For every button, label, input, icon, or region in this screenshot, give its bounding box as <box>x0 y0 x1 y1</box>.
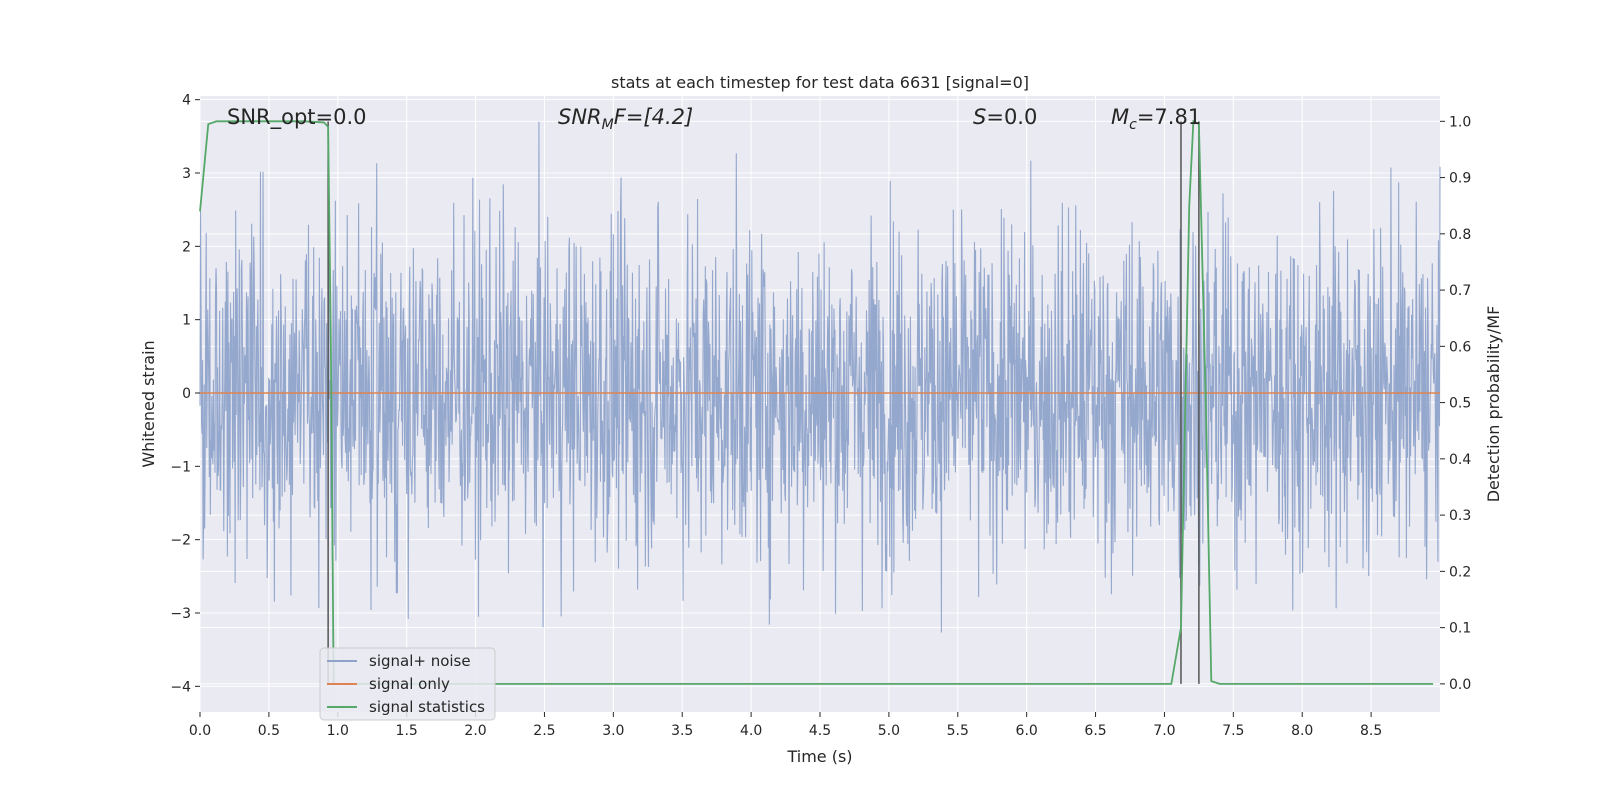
y-right-tick-label: 0.0 <box>1449 677 1471 693</box>
y-left-tick-label: −2 <box>170 533 191 549</box>
annotation-s-rest: =0.0 <box>986 105 1037 129</box>
y-right-tick-label: 0.5 <box>1449 396 1471 412</box>
y-right-tick-label: 0.8 <box>1449 227 1471 243</box>
x-tick-label: 3.5 <box>671 723 693 739</box>
chart-title: stats at each timestep for test data 663… <box>611 73 1029 92</box>
x-tick-label: 0.5 <box>258 723 280 739</box>
y-left-tick-label: −4 <box>170 679 191 695</box>
x-tick-label: 6.0 <box>1016 723 1038 739</box>
y-axis-right-label: Detection probability/MF <box>1484 306 1503 503</box>
y-left-tick-label: 4 <box>182 93 191 109</box>
x-tick-label: 8.5 <box>1360 723 1382 739</box>
x-tick-label: 2.0 <box>464 723 486 739</box>
x-tick-label: 7.0 <box>1153 723 1175 739</box>
legend-label-signal: signal only <box>369 675 450 693</box>
legend-box <box>319 647 496 721</box>
y-left-tick-label: −1 <box>170 459 191 475</box>
annotation-snr-mf-italic: SNR <box>558 105 602 129</box>
x-tick-label: 4.5 <box>809 723 831 739</box>
legend-label-stats: signal statistics <box>369 698 485 716</box>
y-right-tick-label: 0.2 <box>1449 564 1471 580</box>
x-tick-label: 6.5 <box>1084 723 1106 739</box>
annotation-snr-opt: SNR_opt=0.0 <box>227 105 367 130</box>
legend: signal+ noise signal only signal statist… <box>319 647 496 721</box>
y-left-tick-label: 3 <box>182 166 191 182</box>
signal-statistics-line <box>199 119 1434 685</box>
y-right-tick-label: 0.9 <box>1449 171 1471 187</box>
x-tick-label: 0.0 <box>189 723 211 739</box>
x-tick-label: 1.0 <box>327 723 349 739</box>
annotation-s-italic: S <box>973 105 986 129</box>
y-left-tick-label: 0 <box>182 386 191 402</box>
stats-series <box>199 119 1434 685</box>
annotation-snr-mf-sub: M <box>602 117 614 133</box>
annotation-snr-mf: SNRMF=[4.2] <box>558 105 693 133</box>
y-right-tick-label: 0.7 <box>1449 283 1471 299</box>
y-right-tick-label: 0.3 <box>1449 508 1471 524</box>
noise-series <box>199 121 1441 633</box>
annotation-snr-mf-rest: F=[4.2] <box>614 105 693 129</box>
y-axis-left-label: Whitened strain <box>139 340 158 467</box>
noise-line <box>199 121 1441 633</box>
annotation-mc: Mc=7.81 <box>1111 105 1201 133</box>
annotation-mc-rest: =7.81 <box>1137 105 1201 129</box>
annotation-mc-sub: c <box>1129 117 1137 133</box>
x-tick-label: 5.0 <box>878 723 900 739</box>
x-axis-label: Time (s) <box>786 747 852 766</box>
axes: 0.0 0.5 1.0 1.5 2.0 2.5 3.0 3.5 4.0 4.5 5.0 5.5 6.0 6… <box>170 93 1471 739</box>
x-tick-label: 2.5 <box>533 723 555 739</box>
x-tick-label: 3.0 <box>602 723 624 739</box>
annotation-s: S=0.0 <box>973 105 1037 129</box>
y-right-tick-label: 1.0 <box>1449 114 1471 130</box>
x-tick-label: 7.5 <box>1222 723 1244 739</box>
y-left-tick-label: 2 <box>182 239 191 255</box>
x-tick-label: 5.5 <box>947 723 969 739</box>
x-tick-label: 1.5 <box>396 723 418 739</box>
y-right-tick-label: 0.1 <box>1449 621 1471 637</box>
x-tick-label: 8.0 <box>1291 723 1313 739</box>
y-left-tick-label: −3 <box>170 606 191 622</box>
legend-label-noise: signal+ noise <box>369 652 471 670</box>
y-right-tick-label: 0.6 <box>1449 339 1471 355</box>
y-right-tick-label: 0.4 <box>1449 452 1471 468</box>
x-tick-label: 4.0 <box>740 723 762 739</box>
y-left-tick-label: 1 <box>182 313 191 329</box>
annotation-mc-italic: M <box>1111 105 1129 129</box>
